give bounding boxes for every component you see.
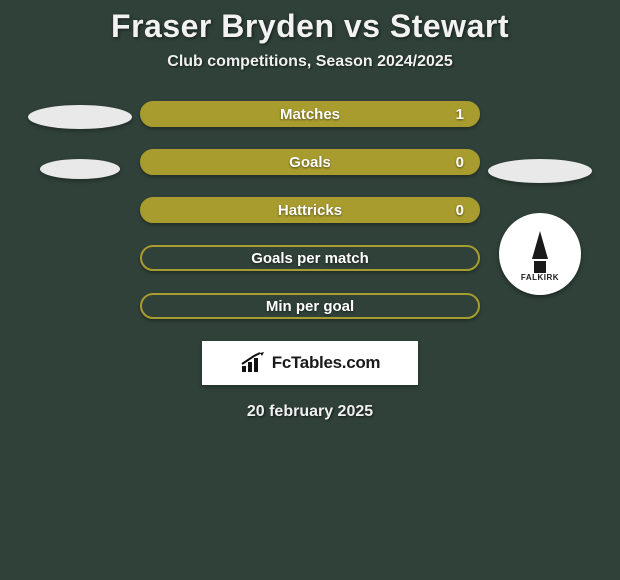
brand-text: FcTables.com bbox=[272, 353, 381, 373]
stat-bar: Hattricks 0 bbox=[140, 197, 480, 223]
page-title: Fraser Bryden vs Stewart bbox=[111, 8, 509, 45]
stat-bar-label: Goals per match bbox=[251, 250, 369, 267]
stat-bar-value: 1 bbox=[456, 106, 464, 123]
page-root: Fraser Bryden vs Stewart Club competitio… bbox=[0, 0, 620, 421]
club-badge-placeholder bbox=[40, 159, 120, 179]
stat-bar-label: Matches bbox=[280, 106, 340, 123]
stat-bar: Goals per match bbox=[140, 245, 480, 271]
club-label: FALKIRK bbox=[521, 273, 559, 282]
player-avatar-placeholder bbox=[488, 159, 592, 183]
page-subtitle: Club competitions, Season 2024/2025 bbox=[167, 53, 452, 71]
stat-bar-label: Goals bbox=[289, 154, 331, 171]
bar-chart-icon bbox=[240, 352, 266, 374]
main-row: Matches 1 Goals 0 Hattricks 0 Goals per match M… bbox=[0, 101, 620, 319]
steeple-icon bbox=[532, 231, 548, 259]
club-badge: FALKIRK bbox=[499, 213, 581, 295]
stat-bar-value: 0 bbox=[456, 154, 464, 171]
right-player-column: FALKIRK bbox=[480, 101, 600, 295]
stat-bar: Min per goal bbox=[140, 293, 480, 319]
stat-bar-value: 0 bbox=[456, 202, 464, 219]
stat-bar: Matches 1 bbox=[140, 101, 480, 127]
stat-bar-label: Hattricks bbox=[278, 202, 342, 219]
player-avatar-placeholder bbox=[28, 105, 132, 129]
stat-bar: Goals 0 bbox=[140, 149, 480, 175]
brand-box: FcTables.com bbox=[202, 341, 418, 385]
stat-bars: Matches 1 Goals 0 Hattricks 0 Goals per match M… bbox=[140, 101, 480, 319]
left-player-column bbox=[20, 101, 140, 209]
page-date: 20 february 2025 bbox=[247, 403, 373, 421]
steeple-base-icon bbox=[534, 261, 546, 273]
club-badge-inner: FALKIRK bbox=[508, 222, 572, 286]
stat-bar-label: Min per goal bbox=[266, 298, 354, 315]
